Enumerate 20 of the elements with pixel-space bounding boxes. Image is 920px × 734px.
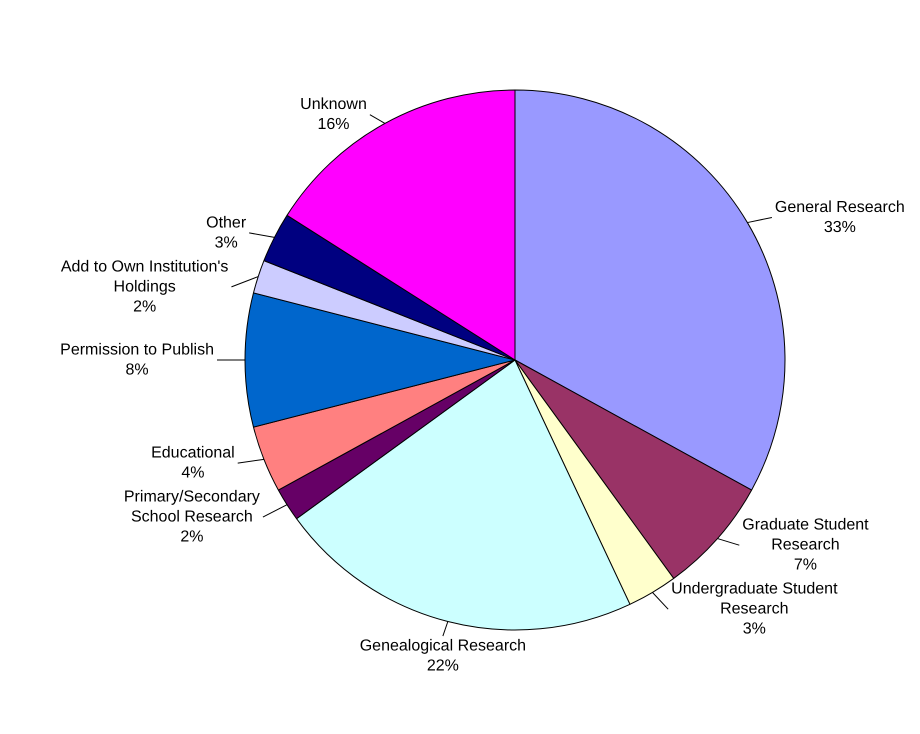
slice-label: General Research [774,198,905,216]
slice-label: Educational [151,444,235,462]
data-label: 33% [824,218,856,236]
data-label: 2% [180,528,204,546]
data-label: 3% [742,620,766,638]
slice-label: Genealogical Research [360,637,526,654]
slice-label: Graduate Student Research [742,516,870,554]
data-label: 4% [181,464,204,482]
data-label: 16% [318,116,350,134]
data-label: 22% [426,657,459,674]
data-label: 7% [794,556,817,574]
slice-label: Undergraduate Student Research [671,580,838,618]
slice-label: Permission to Publish [60,341,214,358]
slice-label: Unknown [300,96,367,114]
data-label: 8% [126,361,149,378]
data-label: 2% [133,298,156,316]
slice-label: Primary/Secondary School Research [124,488,260,526]
slice-label: Other [206,214,247,232]
slice-label: Add to Own Institution's Holdings [60,258,228,296]
data-label: 3% [214,234,238,252]
